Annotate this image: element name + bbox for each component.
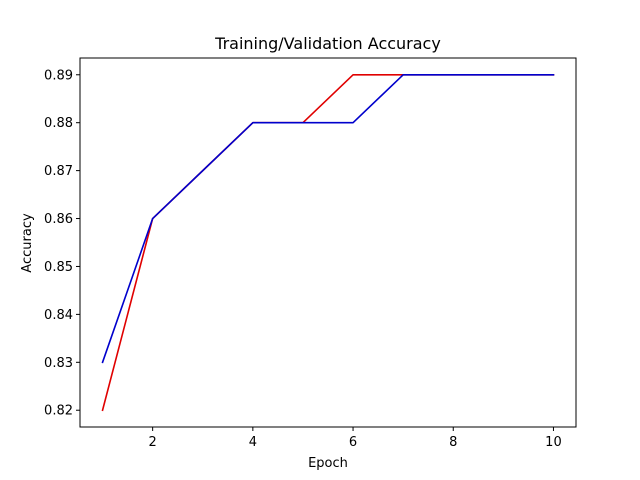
plot-frame [79, 57, 577, 428]
x-axis-ticks: 2 4 6 8 10 [149, 427, 562, 450]
chart-title: Training/Validation Accuracy [214, 34, 441, 53]
y-tick-label: 0.84 [44, 308, 73, 323]
x-tick-label: 6 [349, 435, 357, 450]
y-tick-label: 0.83 [44, 356, 73, 371]
x-tick-label: 10 [545, 435, 562, 450]
y-tick-label: 0.89 [44, 68, 73, 83]
y-axis-label: Accuracy [20, 213, 35, 273]
series-layer [101, 73, 555, 412]
x-tick-label: 4 [249, 435, 257, 450]
x-tick-label: 8 [449, 435, 457, 450]
series-line-1 [101, 73, 555, 412]
y-tick-label: 0.86 [44, 212, 73, 227]
x-axis-label: Epoch [308, 456, 348, 471]
series-line-2 [101, 73, 555, 364]
y-axis-ticks: 0.82 0.83 0.84 0.85 0.86 0.87 0.88 0.89 [44, 68, 80, 419]
y-tick-label: 0.88 [44, 116, 73, 131]
y-tick-label: 0.87 [44, 164, 73, 179]
x-tick-label: 2 [149, 435, 157, 450]
y-tick-label: 0.85 [44, 260, 73, 275]
y-tick-label: 0.82 [44, 404, 73, 419]
